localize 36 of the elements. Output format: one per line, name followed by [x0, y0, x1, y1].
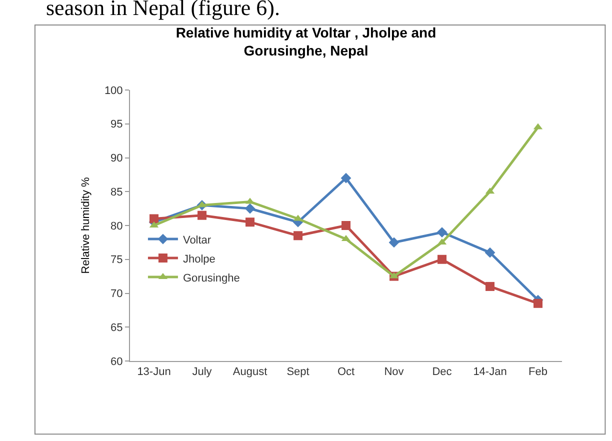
- legend-label: Jholpe: [182, 253, 216, 266]
- x-tick-label: July: [192, 366, 212, 378]
- point: [534, 298, 542, 308]
- point: [294, 231, 302, 240]
- point: [436, 227, 448, 238]
- point: [340, 172, 352, 184]
- y-tick-label: 85: [110, 186, 123, 198]
- point: [244, 203, 256, 214]
- x-tick-label: August: [232, 366, 268, 378]
- point: [246, 218, 254, 227]
- y-tick-label: 70: [110, 288, 123, 300]
- y-tick-label: 90: [110, 152, 123, 165]
- x-tick-label: 14-Jan: [473, 366, 507, 378]
- point: [198, 210, 206, 220]
- y-tick-label: 65: [110, 322, 123, 334]
- point: [388, 237, 400, 248]
- legend-label: Voltar: [182, 234, 212, 246]
- x-tick-label: Nov: [384, 366, 404, 378]
- y-tick-label: 75: [110, 254, 123, 266]
- x-tick-label: Sept: [286, 366, 310, 378]
- point: [484, 247, 496, 258]
- x-tick-label: Feb: [528, 366, 548, 378]
- y-tick-label: 100: [104, 84, 123, 97]
- x-tick-label: Oct: [337, 366, 355, 378]
- chart-title: Relative humidity at Voltar , Jholpe and Gorusinghe, Nepal: [176, 24, 436, 59]
- y-tick-label: 60: [110, 356, 123, 368]
- x-tick-label: 13-Jun: [137, 366, 171, 378]
- point: [486, 282, 494, 291]
- y-axis-title: Relative humidity %: [80, 176, 92, 274]
- x-tick-label: Dec: [432, 366, 452, 378]
- legend-label: Gorusinghe: [182, 272, 240, 284]
- point: [438, 254, 446, 264]
- point: [150, 214, 158, 224]
- y-tick-label: 80: [110, 220, 123, 232]
- y-tick-label: 95: [110, 118, 123, 131]
- point: [342, 221, 350, 230]
